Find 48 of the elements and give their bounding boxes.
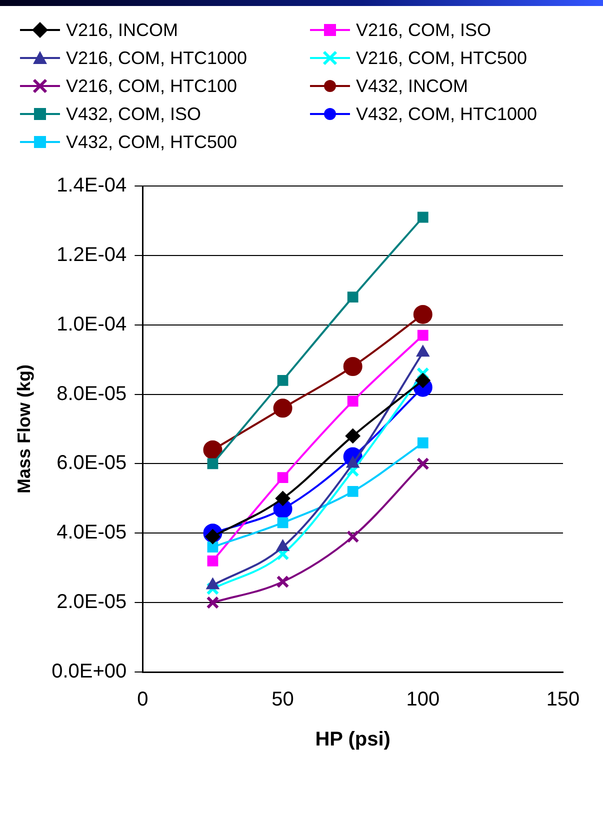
point (417, 437, 428, 448)
point (275, 490, 290, 506)
point (415, 372, 430, 388)
point (206, 596, 220, 610)
legend-label: V216, COM, HTC500 (356, 48, 528, 68)
y-tick-label: 6.0E-05 (56, 452, 127, 474)
point (347, 292, 358, 303)
point (346, 530, 360, 544)
legend-label: V216, COM, HTC1000 (66, 48, 248, 68)
point (417, 330, 428, 341)
point (345, 428, 360, 444)
legend-label: V432, COM, HTC500 (66, 132, 238, 152)
point (416, 367, 430, 380)
legend-label: V216, COM, HTC100 (66, 76, 238, 96)
legend-label: V216, COM, ISO (356, 20, 492, 40)
point (207, 555, 218, 566)
x-tick-label: 0 (137, 688, 148, 711)
x-axis-title: HP (psi) (315, 728, 390, 751)
point (347, 486, 358, 497)
y-tick-label: 4.0E-05 (56, 522, 127, 544)
point (277, 517, 288, 528)
legend-label: V216, INCOM (66, 20, 178, 40)
legend-label: V432, INCOM (356, 76, 468, 96)
point (207, 458, 218, 470)
legend-label: V432, COM, HTC1000 (356, 104, 538, 124)
y-tick-label: 1.0E-04 (56, 313, 127, 336)
point (277, 472, 288, 484)
point (277, 374, 288, 386)
point (413, 304, 432, 324)
y-tick-label: 1.2E-04 (56, 244, 127, 266)
y-tick-label: 8.0E-05 (56, 382, 127, 405)
point (343, 357, 362, 376)
point (276, 575, 290, 588)
y-tick-label: 2.0E-05 (56, 591, 127, 614)
x-tick-label: 50 (272, 688, 294, 711)
point (417, 212, 428, 223)
y-axis-title: Mass Flow (kg) (14, 364, 34, 494)
point (273, 398, 292, 418)
point (203, 440, 222, 460)
y-tick-label: 1.4E-04 (56, 174, 127, 197)
point (206, 582, 220, 596)
point (207, 542, 218, 552)
point (416, 457, 430, 470)
x-tick-label: 100 (406, 688, 440, 711)
legend-label: V432, COM, ISO (66, 104, 202, 124)
y-tick-label: 0.0E+00 (52, 660, 127, 683)
point (347, 396, 358, 407)
x-tick-label: 150 (546, 688, 580, 711)
